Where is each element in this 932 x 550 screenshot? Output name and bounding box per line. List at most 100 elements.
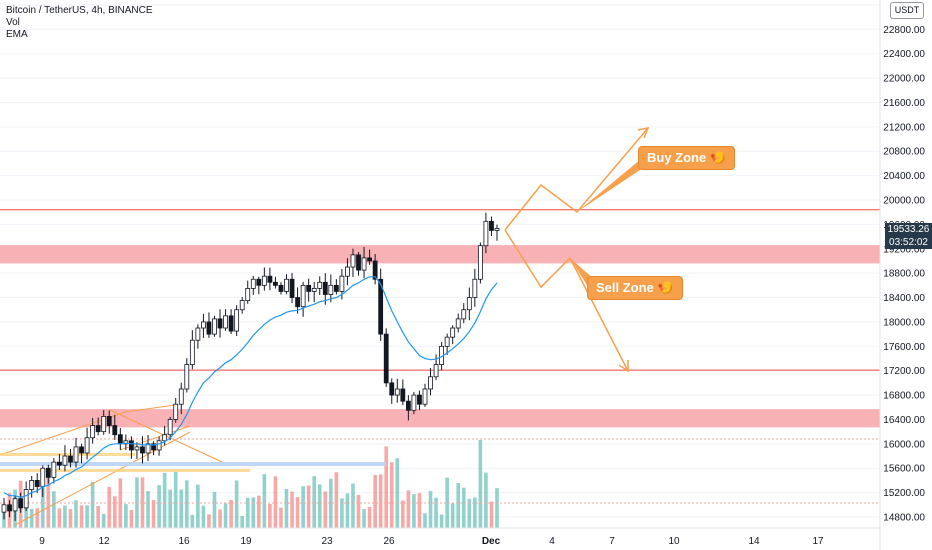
candle [322, 273, 328, 305]
candle [317, 276, 323, 296]
candle [466, 287, 472, 321]
candle [411, 391, 417, 415]
price-tick-label: 17200.00 [883, 366, 925, 377]
volume-bar [63, 505, 67, 528]
candle [256, 276, 262, 295]
volume-bar [450, 503, 455, 528]
volume-bar [434, 497, 438, 528]
volume-bar [334, 472, 339, 528]
candle [223, 309, 228, 331]
candle [250, 275, 256, 295]
volume-bar [107, 486, 112, 528]
buy-zone-label[interactable]: Buy Zone 🍤 [638, 146, 736, 170]
volume-bar [29, 508, 34, 528]
candle [84, 427, 90, 460]
candle [68, 448, 73, 468]
price-tick-label: 17600.00 [883, 342, 925, 353]
candle [145, 435, 151, 461]
currency-button[interactable]: USDT [890, 2, 924, 19]
volume-bar [212, 491, 217, 528]
candle [245, 280, 251, 304]
volume-bar [162, 472, 167, 528]
volume-bar [395, 458, 400, 528]
volume-bar [295, 497, 300, 528]
candle [90, 417, 96, 444]
volume-bar [151, 499, 156, 528]
volume-bar [85, 505, 89, 528]
candle [73, 437, 79, 468]
price-tick-label: 22400.00 [883, 49, 925, 60]
candle [140, 436, 145, 464]
candle [289, 273, 295, 304]
time-tick-label: 17 [812, 536, 824, 547]
candle [378, 268, 384, 341]
candle-countdown-tag: 03:52:02 [885, 236, 932, 249]
volume-bar [284, 488, 289, 528]
volume-bar [190, 514, 195, 528]
price-tick-label: 22800.00 [883, 25, 925, 36]
candle [356, 251, 361, 276]
volume-bar [362, 509, 366, 528]
candle [444, 333, 450, 355]
volume-bar [495, 488, 499, 528]
volume-bar [428, 491, 433, 528]
time-tick-label: 19 [240, 536, 252, 547]
candle [372, 254, 378, 285]
candle [383, 328, 389, 387]
zone-0 [0, 245, 880, 264]
volume-bar [74, 500, 78, 528]
volume-bar [46, 472, 51, 528]
candle [306, 278, 312, 302]
time-axis[interactable]: 9 12 16 19 23 26 Dec 4 7 10 14 17 [0, 527, 880, 547]
chart-legend: Bitcoin / TetherUS, 4h, BINANCE Vol EMA [6, 5, 153, 41]
volume-bar [378, 474, 383, 528]
volume-bar [461, 487, 466, 528]
candle [45, 464, 51, 484]
price-tick-label: 14800.00 [883, 513, 925, 524]
candle [284, 274, 289, 295]
candle [112, 414, 118, 440]
candle [239, 296, 245, 314]
volume-bar [279, 507, 283, 528]
volume-bar [79, 505, 84, 528]
volume-bar [467, 498, 472, 528]
volume-bar [52, 491, 56, 528]
ema-indicator-label[interactable]: EMA [6, 29, 28, 40]
candle [278, 282, 284, 295]
volume-bar [112, 496, 117, 528]
candle [389, 378, 395, 404]
candle [461, 303, 467, 324]
time-tick-label: 16 [178, 536, 190, 547]
volume-bar [245, 497, 250, 528]
volume-bar [329, 478, 333, 528]
time-tick-label: 14 [748, 536, 760, 547]
volume-bar [301, 486, 305, 528]
candle [422, 383, 428, 407]
volume-bar [140, 477, 145, 528]
candle [201, 313, 206, 338]
volume-bar [101, 513, 106, 528]
candle [129, 436, 134, 459]
candle [228, 309, 234, 335]
candle [1, 498, 7, 520]
volume-bar [124, 504, 128, 528]
volume-bar [35, 508, 40, 528]
price-tick-label: 19200.00 [883, 244, 925, 255]
price-tick-label: 16800.00 [883, 391, 925, 402]
sell-zone-label[interactable]: Sell Zone 🍤 [587, 276, 683, 300]
price-tick-label: 15200.00 [883, 488, 925, 499]
candle [311, 282, 317, 303]
price-tick-label: 16000.00 [883, 439, 925, 450]
volume-bar [412, 494, 416, 528]
volume-bar [268, 503, 272, 528]
volume-indicator-label[interactable]: Vol [6, 17, 20, 28]
price-axis[interactable]: 14800.00 15200.00 15600.00 16000.00 16400.00… [879, 0, 925, 550]
price-tick-label: 18400.00 [883, 293, 925, 304]
candle [117, 428, 123, 451]
price-tick-label: 20800.00 [883, 147, 925, 158]
candle [328, 274, 334, 303]
volume-bar [445, 477, 449, 528]
volume-bar [207, 514, 211, 528]
symbol-title[interactable]: Bitcoin / TetherUS, 4h, BINANCE [6, 5, 153, 16]
